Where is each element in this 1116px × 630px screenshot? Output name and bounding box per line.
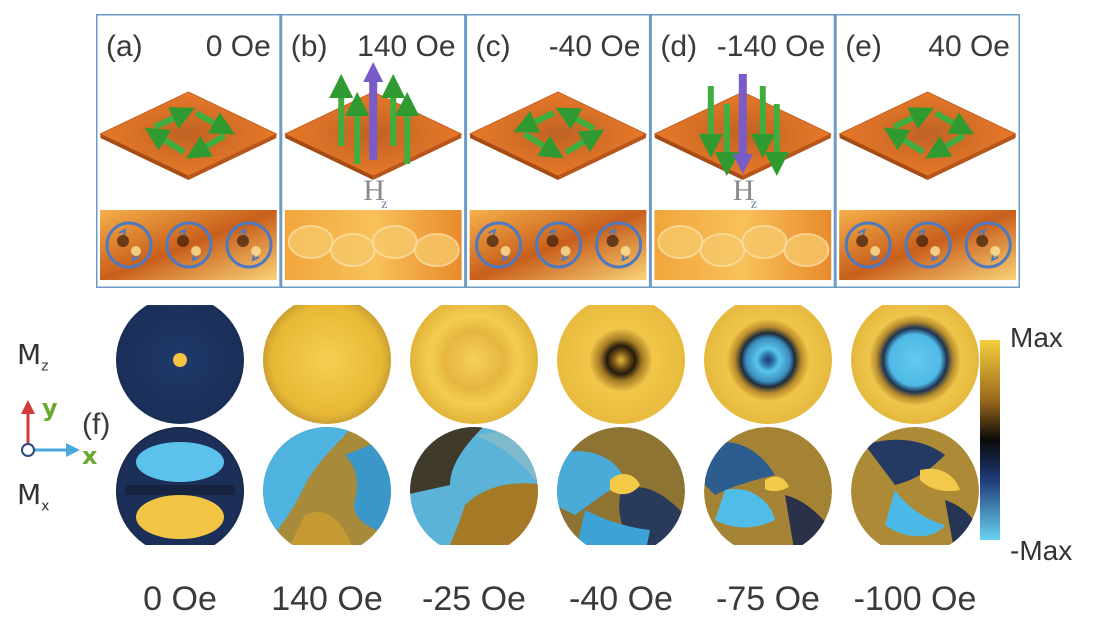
- colorbar-max-label: Max: [1010, 322, 1063, 353]
- spin-arrow: [144, 127, 186, 155]
- mz-disk-0: [116, 305, 244, 424]
- panel-field-value: 0 Oe: [206, 30, 271, 63]
- mx-disk-1: [263, 427, 391, 545]
- mz-disk-2: [410, 305, 538, 424]
- panel-letter: (a): [106, 30, 143, 63]
- panel-d: (d) -140 Oe Hz: [649, 14, 836, 288]
- mz-row-label: Mz: [17, 338, 49, 375]
- field-label-3: -40 Oe: [569, 580, 673, 618]
- spin-arrow: [934, 110, 975, 135]
- vortex-marker: [165, 221, 213, 269]
- panel-field-value: -40 Oe: [549, 30, 641, 63]
- panel-letter: (b): [291, 30, 328, 63]
- colorbar: [980, 340, 1000, 540]
- spin-arrow: [522, 131, 564, 159]
- mx-disk-4: [704, 427, 832, 545]
- mx-disk-0: [116, 427, 244, 545]
- panel-letter: (d): [660, 30, 697, 63]
- axes-icon: y x: [21, 394, 98, 470]
- field-label-0: 0 Oe: [143, 580, 217, 618]
- spin-arrow: [883, 127, 925, 155]
- y-axis-letter: y: [42, 394, 58, 422]
- vortex-marker: [844, 221, 892, 269]
- disk-grid: [116, 305, 979, 545]
- spin-arrow: [555, 107, 596, 132]
- vortex-marker: [595, 221, 643, 269]
- mz-disk-3: [557, 305, 685, 424]
- field-label-1: 140 Oe: [271, 580, 383, 618]
- spin-arrow: [194, 110, 235, 135]
- mz-disk-5: [851, 305, 979, 424]
- spin-arrow: [513, 110, 555, 133]
- field-symbol: H: [363, 174, 385, 207]
- panel-f-label: (f): [82, 408, 111, 441]
- mx-disk-3: [557, 427, 685, 545]
- x-axis-letter: x: [82, 442, 98, 470]
- mz-disk-4: [704, 305, 832, 424]
- spin-arrow: [186, 133, 226, 159]
- vortex-marker: [475, 221, 523, 269]
- panel-c: (c) -40 Oe: [465, 14, 651, 288]
- vortex-marker: [904, 221, 952, 269]
- field-label-5: -100 Oe: [853, 580, 977, 618]
- panel-b: (b) 140 Oe Hz: [280, 14, 467, 288]
- panel-e: (e) 40 Oe: [834, 14, 1020, 288]
- mx-disk-2: [410, 427, 538, 545]
- vortex-marker: [535, 221, 583, 269]
- spin-arrow: [153, 107, 195, 130]
- panel-field-value: 140 Oe: [357, 30, 455, 63]
- field-label-4: -75 Oe: [716, 580, 820, 618]
- spin-arrow: [925, 133, 966, 159]
- colorbar-min-label: -Max: [1010, 535, 1073, 566]
- field-symbol: H: [733, 174, 755, 207]
- panel-letter: (e): [845, 30, 882, 63]
- panel-letter: (c): [476, 30, 511, 63]
- panel-field-value: 40 Oe: [928, 30, 1010, 63]
- spin-arrow: [892, 107, 935, 130]
- field-symbol-sub: z: [381, 197, 387, 212]
- panel-a: (a) 0 Oe: [96, 14, 282, 288]
- vortex-marker: [105, 221, 153, 269]
- vortex-marker: [225, 221, 273, 269]
- field-symbol-sub: z: [751, 197, 757, 212]
- vortex-marker: [964, 221, 1012, 269]
- field-label-2: -25 Oe: [422, 580, 526, 618]
- panel-field-value: -140 Oe: [717, 30, 825, 63]
- mx-row-label: Mx: [17, 478, 50, 515]
- spin-arrow: [564, 129, 605, 155]
- mx-disk-5: [851, 427, 979, 545]
- mz-disk-1: [263, 305, 391, 424]
